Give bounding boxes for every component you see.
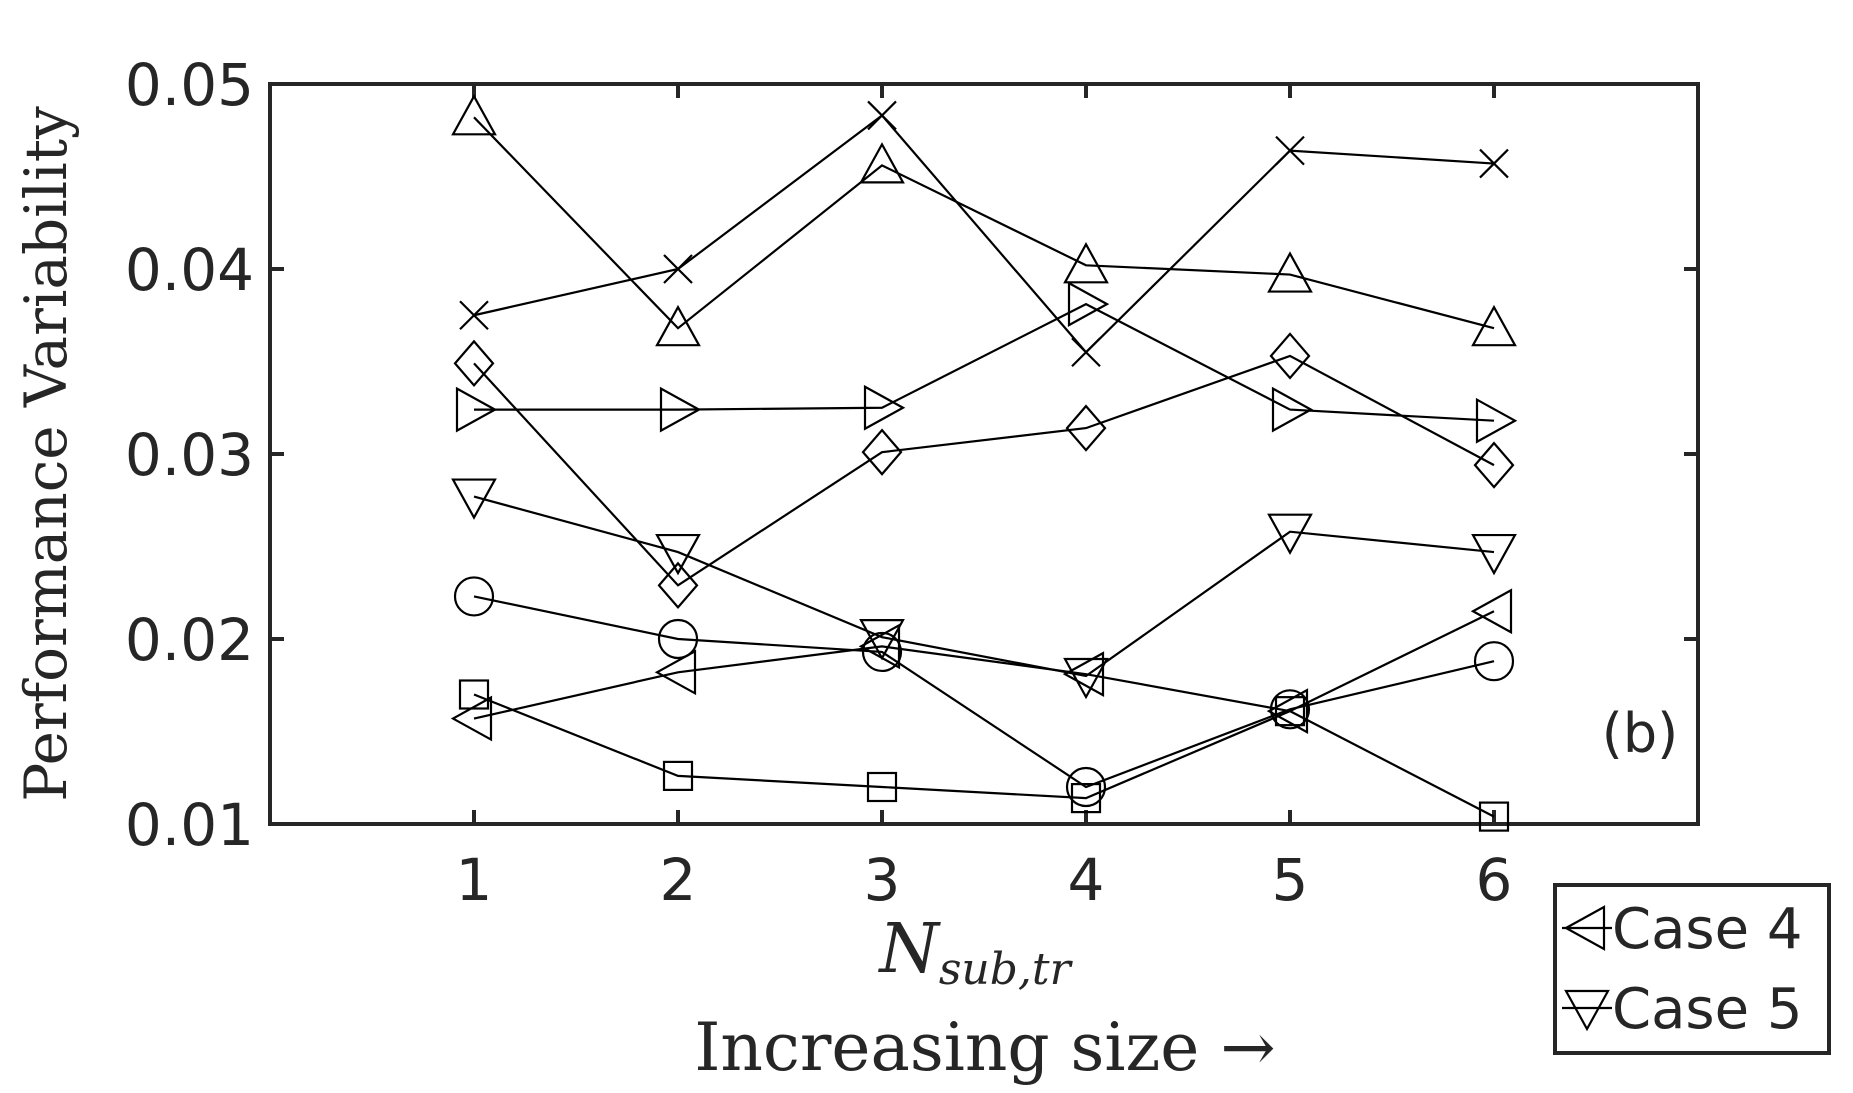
data-point-triangle-right-marker <box>1067 281 1110 328</box>
data-point-triangle-left-marker <box>1563 905 1606 951</box>
legend-box <box>1553 883 1831 1055</box>
series-line <box>473 116 1495 330</box>
series-layer <box>450 94 1518 832</box>
data-point-triangle-up-marker <box>1471 304 1517 347</box>
y-axis-label: Performance Variability <box>12 106 80 802</box>
data-point-x-marker <box>1071 337 1101 368</box>
data-point-triangle-left-marker <box>654 649 697 696</box>
data-point-triangle-down-marker <box>1471 533 1517 576</box>
data-point-diamond-marker <box>453 339 495 388</box>
data-point-triangle-up-marker <box>655 304 701 347</box>
data-point-square-marker <box>662 760 694 792</box>
legend-item: Case 5 <box>1562 977 1802 1042</box>
y-tick-label: 0.05 <box>125 51 254 119</box>
x-tick-label: 5 <box>1272 846 1309 914</box>
series-diamond <box>453 332 1515 610</box>
y-tick-label: 0.03 <box>125 421 254 489</box>
legend-label: Case 5 <box>1612 977 1802 1042</box>
data-point-triangle-up-marker <box>1063 242 1109 284</box>
series-triangle-left <box>450 588 1513 742</box>
legend-items: Case 4 Case 5 <box>1562 897 1802 1042</box>
data-point-diamond-marker <box>1269 332 1311 380</box>
x-axis-label-main: N <box>877 910 941 989</box>
data-point-square-marker <box>458 679 490 710</box>
y-tick-label: 0.02 <box>125 606 254 674</box>
data-point-triangle-down-marker <box>1267 513 1313 555</box>
series-square <box>458 679 1510 832</box>
x-axis-label-line2: Increasing size → <box>694 1009 1275 1086</box>
data-point-x-marker <box>663 254 693 284</box>
data-point-diamond-marker <box>1473 441 1515 489</box>
legend-item: Case 4 <box>1562 897 1802 962</box>
data-point-x-marker <box>1479 148 1509 179</box>
data-point-triangle-left-marker <box>1470 588 1513 635</box>
data-point-triangle-right-marker <box>659 386 702 433</box>
legend: Case 4 Case 5 <box>1553 883 1831 1055</box>
data-point-square-marker <box>1070 782 1102 814</box>
series-line <box>473 595 1495 789</box>
x-tick-label: 6 <box>1476 846 1513 914</box>
y-tick-label: 0.04 <box>125 236 254 304</box>
data-point-diamond-marker <box>1065 404 1107 452</box>
data-point-triangle-down-marker <box>1564 989 1610 1032</box>
data-point-triangle-up-marker <box>1267 251 1313 293</box>
x-axis-label: Nsub,tr <box>877 910 1073 995</box>
series-line <box>474 302 1495 422</box>
data-point-triangle-left-marker <box>1266 688 1309 735</box>
series-triangle-down <box>451 478 1517 700</box>
data-point-triangle-left-marker <box>858 623 901 670</box>
data-point-triangle-right-marker <box>863 384 906 431</box>
data-point-square-marker <box>1478 801 1510 832</box>
data-point-x-marker <box>1275 135 1305 166</box>
series-triangle-right <box>455 281 1518 444</box>
panel-label: (b) <box>1602 702 1678 765</box>
data-point-triangle-right-marker <box>1271 386 1314 433</box>
data-point-circle-marker <box>1473 641 1515 682</box>
data-point-diamond-marker <box>657 561 699 610</box>
series-line <box>473 693 1495 818</box>
series-line <box>473 354 1495 587</box>
data-point-triangle-down-marker <box>859 619 905 661</box>
data-point-square-marker <box>866 771 898 803</box>
data-point-triangle-down-marker <box>451 478 497 520</box>
series-circle <box>453 576 1515 808</box>
series-line <box>473 113 1495 354</box>
y-axis: 0.01 0.02 0.03 0.04 0.05 <box>125 51 1698 859</box>
data-point-square-marker <box>1274 696 1306 727</box>
data-point-triangle-up-marker <box>451 94 497 136</box>
x-tick-label: 4 <box>1068 846 1105 914</box>
data-point-x-marker <box>459 300 489 331</box>
data-point-triangle-right-marker <box>1475 397 1518 444</box>
x-tick-label: 3 <box>864 846 901 914</box>
x-tick-label: 1 <box>456 846 493 914</box>
legend-label: Case 4 <box>1612 897 1802 962</box>
data-point-triangle-down-marker <box>1063 657 1109 700</box>
data-point-triangle-right-marker <box>455 386 498 433</box>
x-tick-label: 2 <box>660 846 697 914</box>
data-point-diamond-marker <box>861 428 903 476</box>
plot-area-border <box>268 82 1700 826</box>
x-axis: 1 2 3 4 5 6 <box>456 84 1513 914</box>
data-point-circle-marker <box>657 618 699 660</box>
data-point-triangle-left-marker <box>1062 651 1105 698</box>
series-x <box>459 100 1509 368</box>
x-axis-label-subscript: sub,tr <box>939 944 1074 995</box>
series-triangle-up <box>451 94 1517 347</box>
y-tick-label: 0.01 <box>125 791 254 859</box>
data-point-circle-marker <box>453 576 495 617</box>
series-line <box>473 495 1495 678</box>
data-point-circle-marker <box>861 631 903 673</box>
data-point-triangle-up-marker <box>859 142 905 184</box>
data-point-triangle-down-marker <box>655 533 701 576</box>
data-point-x-marker <box>867 100 897 131</box>
series-line <box>473 610 1495 720</box>
data-point-circle-marker <box>1065 766 1107 808</box>
